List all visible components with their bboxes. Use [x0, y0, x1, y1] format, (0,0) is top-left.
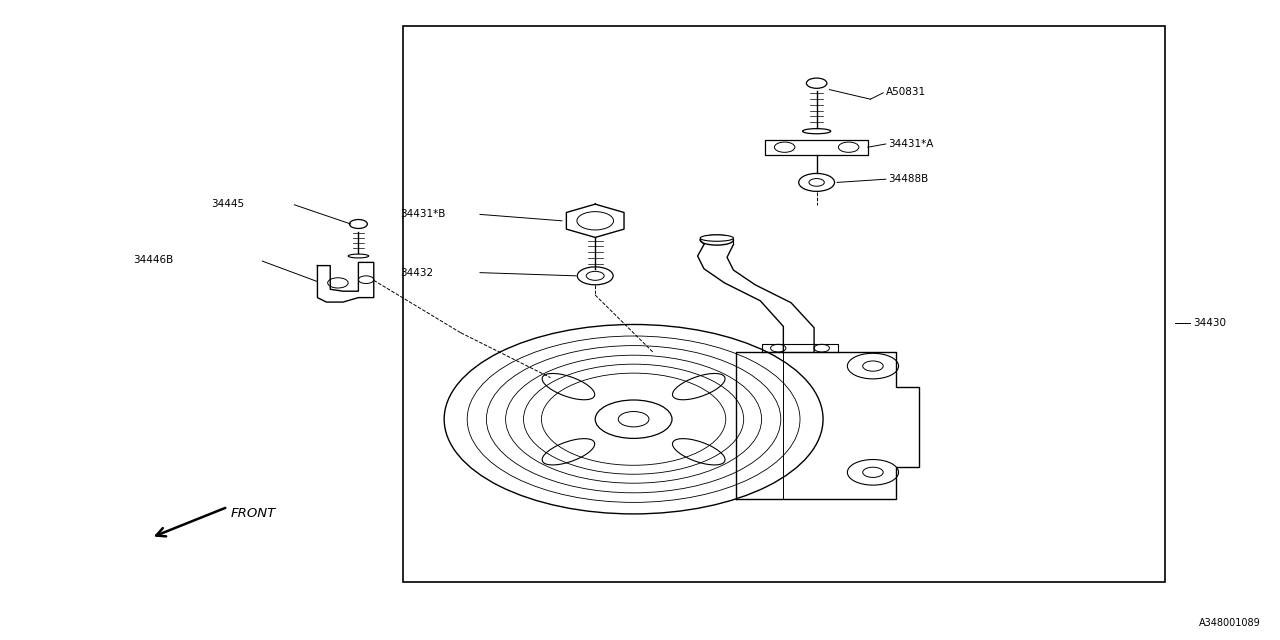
Text: A50831: A50831 — [886, 87, 925, 97]
Text: 34446B: 34446B — [133, 255, 173, 266]
Text: 34445: 34445 — [211, 199, 244, 209]
Text: 34431*B: 34431*B — [401, 209, 445, 219]
Text: 34432: 34432 — [401, 268, 434, 278]
Text: A348001089: A348001089 — [1199, 618, 1261, 628]
Bar — [765, 140, 868, 155]
Bar — [403, 26, 1165, 582]
Text: 34431*A: 34431*A — [888, 139, 933, 149]
Text: 34488B: 34488B — [888, 174, 928, 184]
Ellipse shape — [700, 235, 733, 241]
Text: FRONT: FRONT — [230, 507, 275, 520]
Text: 34430: 34430 — [1193, 318, 1226, 328]
